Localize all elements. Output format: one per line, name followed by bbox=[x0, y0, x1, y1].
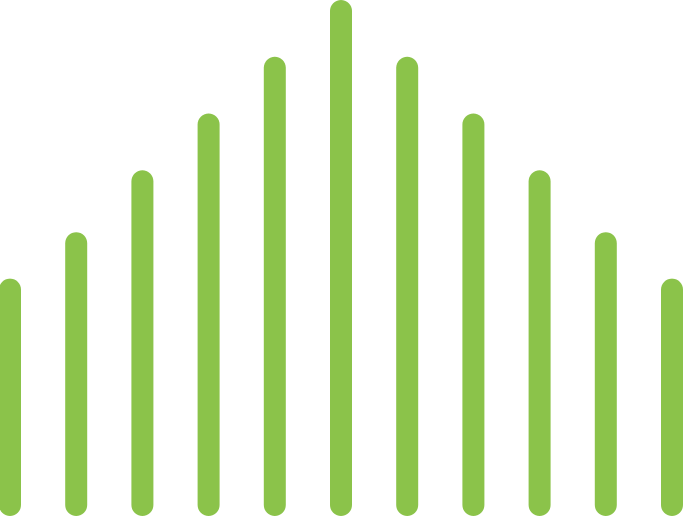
bar-3 bbox=[131, 170, 154, 517]
bar-1 bbox=[0, 278, 21, 516]
bar-11 bbox=[661, 278, 683, 516]
bar-7 bbox=[396, 56, 419, 517]
bar-9 bbox=[528, 170, 551, 517]
bar-10 bbox=[594, 232, 617, 516]
bar-5 bbox=[263, 56, 286, 517]
bar-6 bbox=[330, 0, 352, 516]
bar-4 bbox=[197, 113, 220, 516]
bar-2 bbox=[65, 232, 88, 516]
bar-8 bbox=[462, 113, 485, 516]
